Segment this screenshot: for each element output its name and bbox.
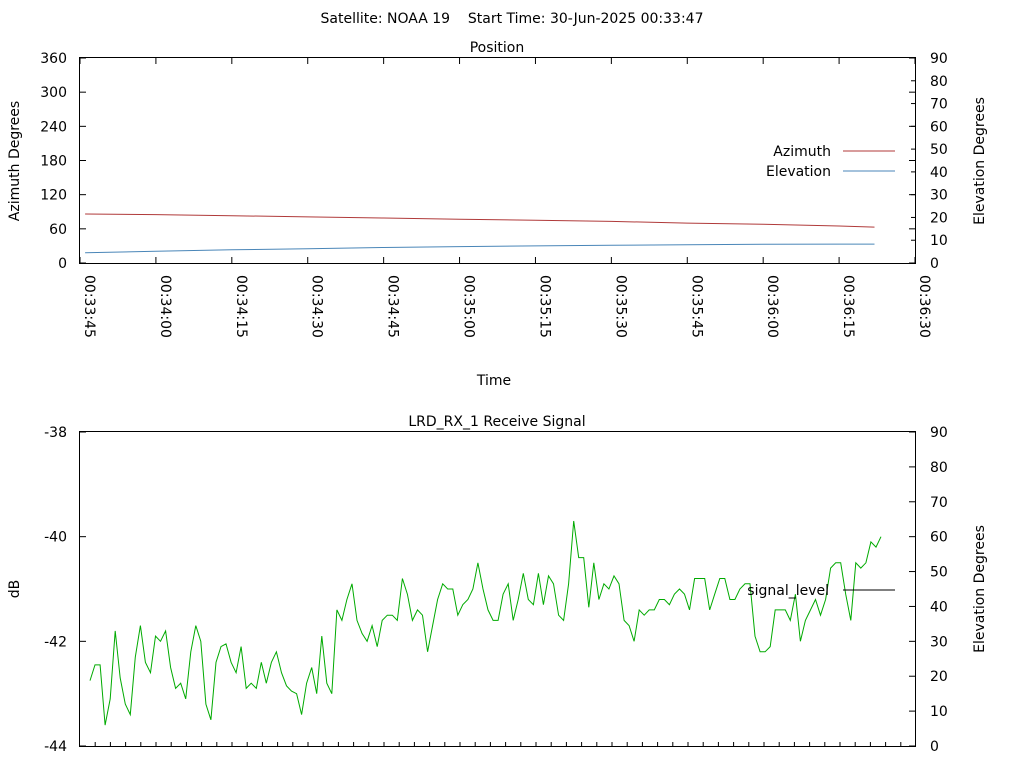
y-tick-label: 120 [40,188,67,204]
position-axis-ticks: 0 60 120 180 240 300 360 0 10 20 30 40 50 60 70 80 90 00:… [40,51,948,338]
y2-tick-label: 40 [930,165,948,181]
y-tick-label: 300 [40,85,67,101]
legend-label-elevation: Elevation [766,164,831,180]
y2-tick-label: 50 [930,565,948,581]
y-tick-label: -42 [44,634,67,650]
y-tick-label: 240 [40,119,67,135]
x-tick-label: 00:36:15 [840,275,856,338]
figure-title: Satellite: NOAA 19 Start Time: 30-Jun-20… [321,11,704,27]
x-tick-label: 00:35:15 [536,275,552,338]
y2-tick-label: 80 [930,74,948,90]
signal-axis-ticks: -44 -42 -40 -38 0 10 20 30 40 50 60 70 80 90 [44,425,948,755]
signal-chart-title: LRD_RX_1 Receive Signal [408,414,585,430]
y-tick-label: 0 [58,256,67,272]
position-plot-frame [79,57,916,264]
y2-tick-label: 20 [930,669,948,685]
y-tick-label: -38 [44,425,67,441]
legend-label-signal-level: signal_level [747,583,829,599]
series-line-azimuth [85,213,875,228]
position-legend: Azimuth Elevation [766,144,895,180]
y-tick-label: 60 [49,222,67,238]
y-tick-label: -44 [44,739,67,755]
signal-y2-axis-label: Elevation Degrees [972,525,988,653]
series-line-elevation [85,243,875,254]
x-tick-label: 00:35:00 [461,275,477,338]
y2-tick-label: 90 [930,51,948,67]
position-series [85,213,875,254]
signal-y-axis-label: dB [7,580,23,599]
y2-tick-label: 0 [930,739,939,755]
y2-tick-label: 40 [930,599,948,615]
x-tick-label: 00:33:45 [81,275,97,338]
y-tick-label: -40 [44,530,67,546]
x-tick-label: 00:34:45 [385,275,401,338]
y2-tick-label: 30 [930,634,948,650]
x-tick-label: 00:35:30 [612,275,628,338]
signal-series [89,520,882,726]
y2-tick-label: 80 [930,460,948,476]
signal-chart: LRD_RX_1 Receive Signal dB Elevation Deg… [7,414,988,755]
y2-tick-label: 10 [930,704,948,720]
position-y2-axis-label: Elevation Degrees [972,97,988,225]
y2-tick-label: 50 [930,142,948,158]
legend-label-azimuth: Azimuth [773,144,831,160]
y2-tick-label: 60 [930,530,948,546]
signal-plot-frame [79,431,916,747]
y2-tick-label: 20 [930,210,948,226]
y2-tick-label: 70 [930,97,948,113]
series-line-signal-level [89,520,882,726]
y2-tick-label: 60 [930,119,948,135]
y2-tick-label: 0 [930,256,939,272]
x-tick-label: 00:34:30 [309,275,325,338]
y2-tick-label: 90 [930,425,948,441]
x-tick-label: 00:34:15 [233,275,249,338]
position-chart: Position Time Azimuth Degrees Elevation … [7,40,988,389]
signal-legend: signal_level [747,583,895,599]
y2-tick-label: 10 [930,233,948,249]
y2-tick-label: 70 [930,495,948,511]
y-tick-label: 360 [40,51,67,67]
position-chart-title: Position [470,40,525,56]
x-tick-label: 00:34:00 [157,275,173,338]
position-y-axis-label: Azimuth Degrees [7,101,23,221]
y-tick-label: 180 [40,154,67,170]
position-x-axis-label: Time [476,373,511,389]
x-tick-label: 00:36:00 [764,275,780,338]
x-tick-label: 00:35:45 [688,275,704,338]
y2-tick-label: 30 [930,188,948,204]
x-tick-label: 00:36:30 [916,275,932,338]
